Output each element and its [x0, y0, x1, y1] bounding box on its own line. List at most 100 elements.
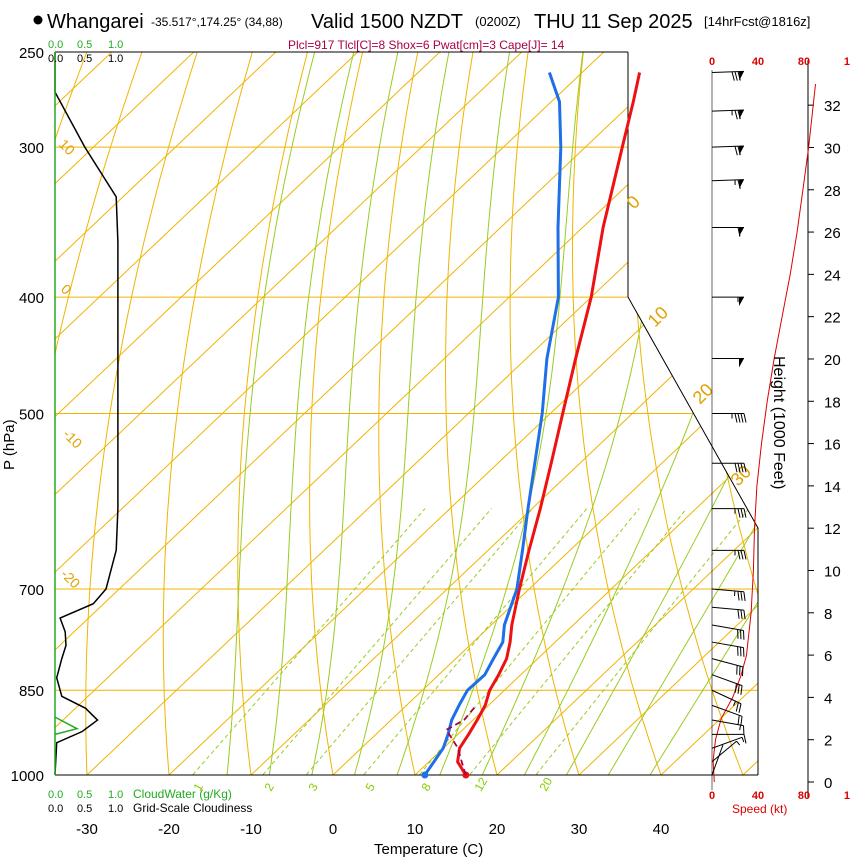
temperature-tick-label: -10 [240, 821, 262, 838]
wind-barb-feather [734, 463, 738, 473]
wind-barb-feather [737, 591, 740, 601]
wind-barb [711, 179, 744, 189]
wind-barb [712, 358, 744, 368]
cloudwater-tick-bottom: 1.0 [108, 789, 123, 801]
temperature-surface-dot [462, 771, 470, 779]
dry-adiabat [509, 52, 588, 775]
indices-line: Plcl=917 Tlcl[C]=8 Shox=6 Pwat[cm]=3 Cap… [288, 38, 565, 52]
wind-barb [711, 719, 745, 735]
height-tick-label: 2 [824, 733, 832, 750]
mixing-ratio-line [183, 508, 426, 775]
wind-barb-flag [738, 71, 744, 81]
mixing-ratio-line [296, 508, 533, 775]
wind-barb-staff [711, 719, 744, 727]
isotherm-label: 0 [58, 281, 75, 298]
wind-barb-staff [711, 70, 744, 73]
wind-barb [712, 226, 744, 237]
pressure-tick-label: 1000 [11, 768, 44, 785]
wind-barb-feather [737, 463, 741, 473]
wind-barb-flag [738, 145, 744, 156]
isotherm [55, 52, 709, 775]
wind-barb-feather [737, 179, 741, 189]
wind-panel: 0246810121416182022242628303200404080801… [709, 56, 850, 802]
isotherm [551, 52, 758, 775]
mixing-ratio-line [410, 508, 640, 775]
frame-right [627, 52, 759, 775]
wind-barb-staff [711, 744, 724, 776]
wind-barb-feather [740, 591, 743, 601]
wind-barb-staff [711, 606, 744, 611]
isotherm-label: -10 [60, 426, 86, 452]
wind-barb-feather [740, 685, 743, 695]
temperature-tick-label: 10 [407, 821, 424, 838]
wind-barb [711, 674, 743, 695]
cloudwater-tick-top: 0.0 [48, 39, 63, 51]
wind-barb-feather [740, 508, 744, 518]
dry-adiabat [444, 52, 505, 775]
wind-barb-feather [734, 110, 738, 120]
wind-speed-line [712, 83, 816, 783]
speed-tick-bottom: 40 [752, 790, 764, 802]
utc-time: (0200Z) [475, 14, 521, 29]
wind-barb-feather [735, 702, 739, 712]
cloudiness-tick-top: 1.0 [108, 53, 123, 65]
isotherm [55, 52, 217, 775]
wind-barb-feather [734, 71, 738, 81]
wind-barb [712, 413, 747, 423]
wind-barb-feather [734, 413, 738, 423]
labels: Whangarei -35.517°,174.25° (34,88) Valid… [1, 11, 810, 858]
height-tick-label: 18 [824, 394, 841, 411]
isotherm-label: 10 [56, 136, 78, 158]
forecast-info: [14hrFcst@1816z] [704, 14, 810, 29]
wind-barb-flag [739, 358, 744, 368]
wind-barb-half [736, 740, 741, 746]
wind-barb-feather [737, 71, 741, 81]
height-tick-label: 0 [824, 775, 832, 792]
wind-barb-feather [737, 110, 741, 120]
wind-barb-flag [739, 297, 744, 307]
pressure-tick-label: 850 [19, 683, 44, 700]
wind-barb [712, 508, 747, 518]
isotherm [55, 52, 299, 775]
wind-barb-half [732, 701, 737, 706]
pressure-tick-label: 400 [19, 290, 44, 307]
grid-clipped [55, 52, 758, 775]
mixing-ratio-label: 2 [261, 780, 277, 793]
wind-barb [711, 740, 741, 763]
station-coords: -35.517°,174.25° (34,88) [151, 15, 283, 29]
wind-barb-feather [737, 609, 740, 619]
cloudiness-panel [54, 52, 119, 776]
moist-adiabat [387, 52, 514, 775]
wind-barb-half [739, 724, 742, 731]
isotherm-label: 20 [689, 380, 717, 408]
isotherm-label: 10 [644, 303, 672, 331]
cloudiness-tick-top: 0.5 [77, 53, 92, 65]
dry-adiabat [85, 52, 205, 775]
wind-barb-feather [740, 413, 744, 423]
wind-barb-feather [737, 413, 741, 423]
wind-barb-feather [737, 508, 741, 518]
height-tick-label: 28 [824, 183, 841, 200]
wind-barb-feather [743, 463, 747, 473]
wind-barb [712, 462, 747, 473]
height-tick-label: 8 [824, 606, 832, 623]
isotherm-label: 30 [727, 462, 755, 490]
wind-barb [711, 145, 744, 156]
temperature-tick-label: -20 [158, 821, 180, 838]
height-tick-label: 10 [824, 563, 841, 580]
wind-barb [711, 624, 745, 640]
dewpoint-surface-dot [421, 771, 429, 779]
wind-barb [711, 744, 724, 776]
wind-barb-staff [711, 736, 743, 749]
dry-adiabat [309, 52, 369, 775]
isotherm-label: -20 [58, 566, 84, 592]
isotherm [387, 52, 758, 775]
isotherm [55, 52, 545, 775]
valid-time: Valid 1500 NZDT [311, 11, 463, 33]
sounding-profiles [421, 72, 642, 779]
wind-barb [712, 733, 747, 744]
wind-barb-feather [737, 550, 741, 560]
mixing-ratio-label: 20 [536, 775, 555, 794]
mixing-ratio-label: 12 [471, 775, 490, 794]
